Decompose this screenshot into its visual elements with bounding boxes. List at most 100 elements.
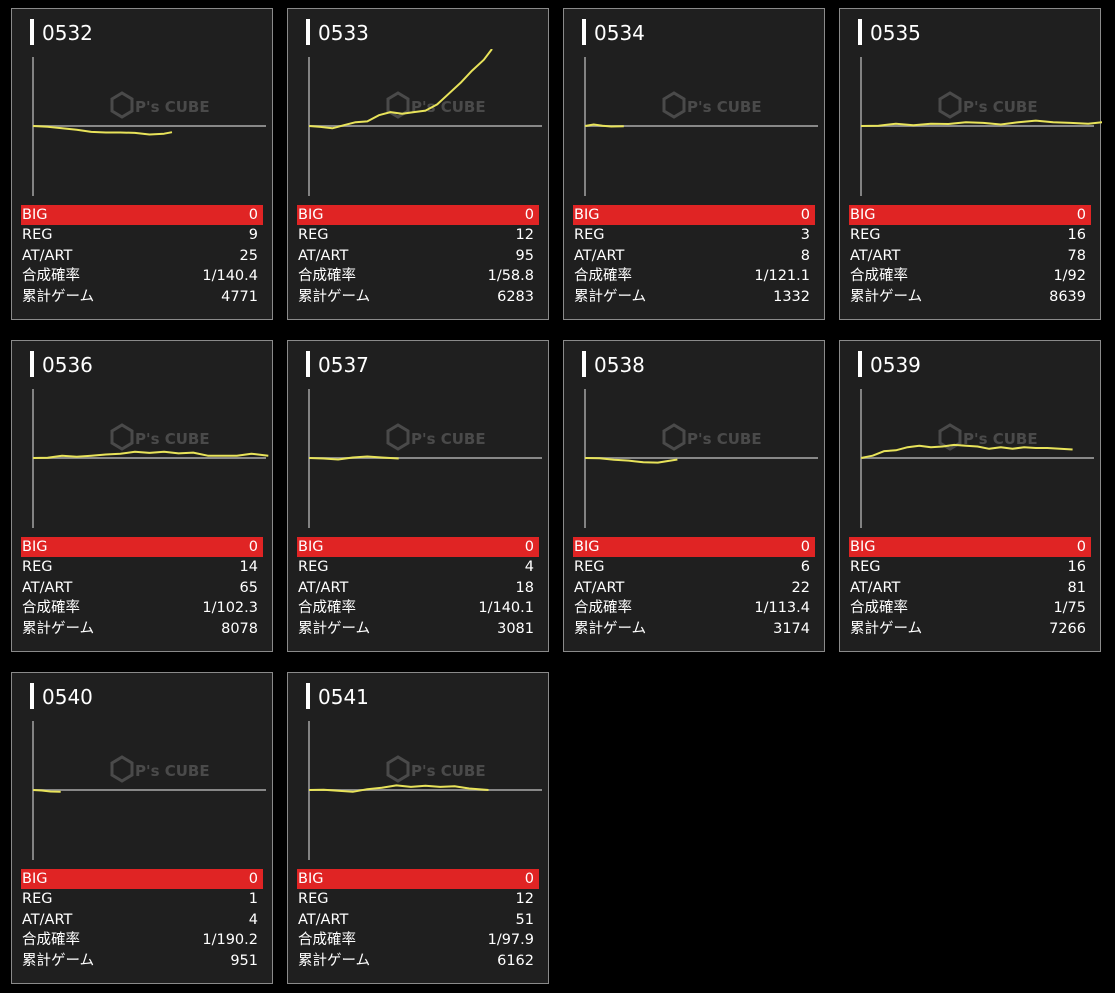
stat-label: 合成確率 [574,600,632,617]
stat-value: 14 [239,559,258,576]
machine-number: 0534 [594,21,645,45]
stat-label: REG [298,891,329,908]
title-accent-bar [30,683,34,709]
stat-label: 累計ゲーム [850,620,923,637]
slump-series-line [32,125,173,136]
stat-value: 95 [515,247,534,264]
machine-number: 0536 [42,353,93,377]
stats-table: BIG 0 REG 4 AT/ART 18 合成確率 1/140.1 累計ゲーム 3081 [297,537,539,639]
title-accent-bar [582,19,586,45]
title-accent-bar [30,19,34,45]
stat-value: 0 [1076,207,1086,223]
big-count-row: BIG 0 [297,537,539,558]
reg-count-row: REG 16 [849,225,1091,245]
stats-table: BIG 0 REG 12 AT/ART 51 合成確率 1/97.9 累計ゲーム 6162 [297,869,539,971]
stat-label: BIG [574,539,600,555]
stat-label: REG [22,559,53,576]
reg-count-row: REG 12 [297,889,539,909]
stat-value: 4 [248,911,258,928]
machine-number: 0541 [318,685,369,709]
combined-probability-row: 合成確率 1/58.8 [297,266,539,286]
stat-label: AT/ART [850,247,901,264]
big-count-row: BIG 0 [573,537,815,558]
slump-series-line [308,455,399,461]
title-accent-bar [30,351,34,377]
machine-card[interactable]: 0536 P's CUBE BIG 0 REG 14 AT/ART 65 合成確率 1/102.3… [11,340,273,652]
stat-value: 0 [1076,539,1086,555]
stat-label: 累計ゲーム [850,288,923,305]
combined-probability-row: 合成確率 1/75 [849,598,1091,618]
combined-probability-row: 合成確率 1/190.2 [21,930,263,950]
stat-label: BIG [22,871,48,887]
total-games-row: 累計ゲーム 3174 [573,619,815,639]
machine-card[interactable]: 0535 P's CUBE BIG 0 REG 16 AT/ART 78 合成確率 1/92 累計ゲ… [839,8,1102,320]
machine-card[interactable]: 0534 P's CUBE BIG 0 REG 3 AT/ART 8 合成確率 1/121.1 累計… [563,8,825,320]
machine-card[interactable]: 0532 P's CUBE BIG 0 REG 9 AT/ART 25 合成確率 1/140.4 累… [11,8,273,320]
reg-count-row: REG 9 [21,225,263,245]
cube-logo-icon [110,91,134,119]
stat-label: BIG [22,539,48,555]
cube-logo-icon [386,755,410,783]
watermark: P's CUBE [110,755,210,783]
stat-label: BIG [574,207,600,223]
stat-label: AT/ART [22,911,73,928]
cube-logo-icon [662,91,686,119]
title-accent-bar [858,19,862,45]
combined-probability-row: 合成確率 1/121.1 [573,266,815,286]
big-count-row: BIG 0 [573,205,815,226]
total-games-row: 累計ゲーム 8639 [849,287,1091,307]
stat-value: 1/58.8 [487,268,534,285]
stat-value: 16 [1067,559,1086,576]
stat-value: 3 [800,227,810,244]
stat-value: 3174 [773,620,810,637]
reg-count-row: REG 14 [21,557,263,577]
reg-count-row: REG 16 [849,557,1091,577]
cube-logo-icon [938,91,962,119]
at-art-count-row: AT/ART 22 [573,578,815,598]
stat-value: 1/140.1 [478,600,534,617]
slump-graph: P's CUBE [308,389,542,528]
big-count-row: BIG 0 [297,869,539,890]
watermark-brand: P's CUBE [963,98,1038,116]
stat-value: 12 [515,227,534,244]
stat-label: AT/ART [298,247,349,264]
machine-card[interactable]: 0541 P's CUBE BIG 0 REG 12 AT/ART 51 合成確率 1/97.9 累… [287,672,549,984]
slump-series-line [584,123,624,128]
slump-series-line [860,443,1073,459]
slump-series-line [32,789,61,793]
big-count-row: BIG 0 [849,205,1091,226]
stats-table: BIG 0 REG 6 AT/ART 22 合成確率 1/113.4 累計ゲーム 3174 [573,537,815,639]
stat-value: 1/190.2 [202,932,258,949]
stat-value: 1/102.3 [202,600,258,617]
stat-label: REG [574,227,605,244]
machine-card[interactable]: 0533 P's CUBE BIG 0 REG 12 AT/ART 95 合成確率 1/58.8 累… [287,8,549,320]
stat-value: 1/121.1 [754,268,810,285]
stat-label: AT/ART [574,247,625,264]
machine-card[interactable]: 0538 P's CUBE BIG 0 REG 6 AT/ART 22 合成確率 1/113.4 累… [563,340,825,652]
stat-label: 合成確率 [298,600,356,617]
machine-card[interactable]: 0537 P's CUBE BIG 0 REG 4 AT/ART 18 合成確率 1/140.1 累… [287,340,549,652]
stat-label: REG [298,559,329,576]
stat-label: 合成確率 [22,932,80,949]
stat-value: 1 [248,891,258,908]
machine-number: 0533 [318,21,369,45]
machine-card[interactable]: 0539 P's CUBE BIG 0 REG 16 AT/ART 81 合成確率 1/75 累計ゲ… [839,340,1101,652]
stats-table: BIG 0 REG 1 AT/ART 4 合成確率 1/190.2 累計ゲーム 951 [21,869,263,971]
title-accent-bar [306,683,310,709]
stat-label: AT/ART [22,579,73,596]
at-art-count-row: AT/ART 95 [297,246,539,266]
stat-value: 0 [248,207,258,223]
stat-label: REG [850,227,881,244]
stat-label: AT/ART [574,579,625,596]
stat-label: 累計ゲーム [22,288,95,305]
stat-value: 1/113.4 [754,600,810,617]
watermark: P's CUBE [662,423,762,451]
total-games-row: 累計ゲーム 6283 [297,287,539,307]
machine-number: 0535 [870,21,921,45]
machine-card[interactable]: 0540 P's CUBE BIG 0 REG 1 AT/ART 4 合成確率 1/190.2 累計… [11,672,273,984]
stat-label: REG [22,227,53,244]
stats-table: BIG 0 REG 16 AT/ART 81 合成確率 1/75 累計ゲーム 7266 [849,537,1091,639]
cube-logo-icon [386,423,410,451]
stat-value: 6283 [497,288,534,305]
title-accent-bar [306,19,310,45]
